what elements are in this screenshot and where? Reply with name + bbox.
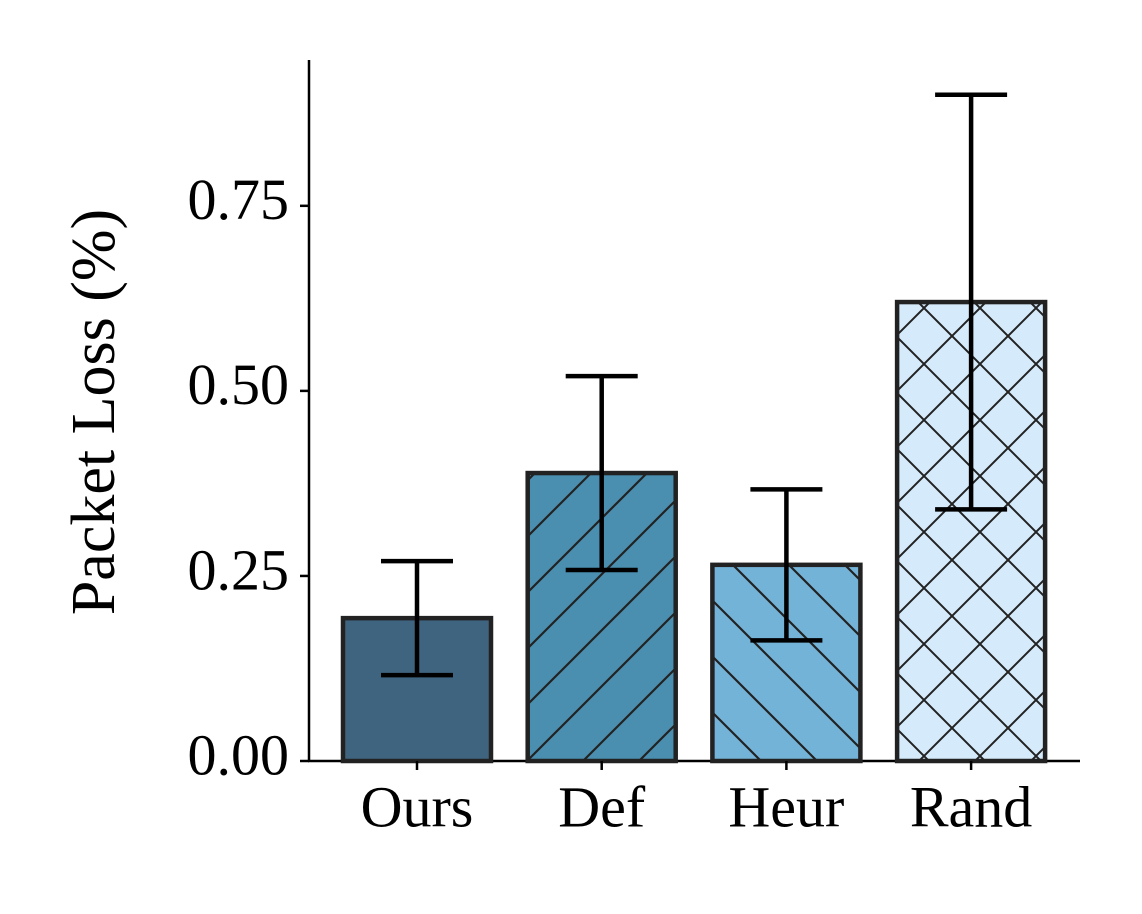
y-tick-label: 0.50 bbox=[188, 352, 290, 417]
x-tick-label: Ours bbox=[361, 774, 474, 839]
x-tick-label: Heur bbox=[728, 774, 844, 839]
error-bar bbox=[381, 558, 453, 678]
y-axis-label: Packet Loss (%) bbox=[60, 209, 128, 615]
y-tick-label: 0.75 bbox=[188, 167, 290, 232]
error-bar bbox=[750, 487, 823, 643]
error-bar bbox=[935, 92, 1008, 512]
x-tick-label: Def bbox=[558, 774, 646, 839]
error-bar bbox=[565, 373, 638, 573]
x-tick-label: Rand bbox=[910, 774, 1032, 839]
y-tick-label: 0.25 bbox=[188, 537, 290, 602]
y-tick-label: 0.00 bbox=[188, 722, 290, 787]
